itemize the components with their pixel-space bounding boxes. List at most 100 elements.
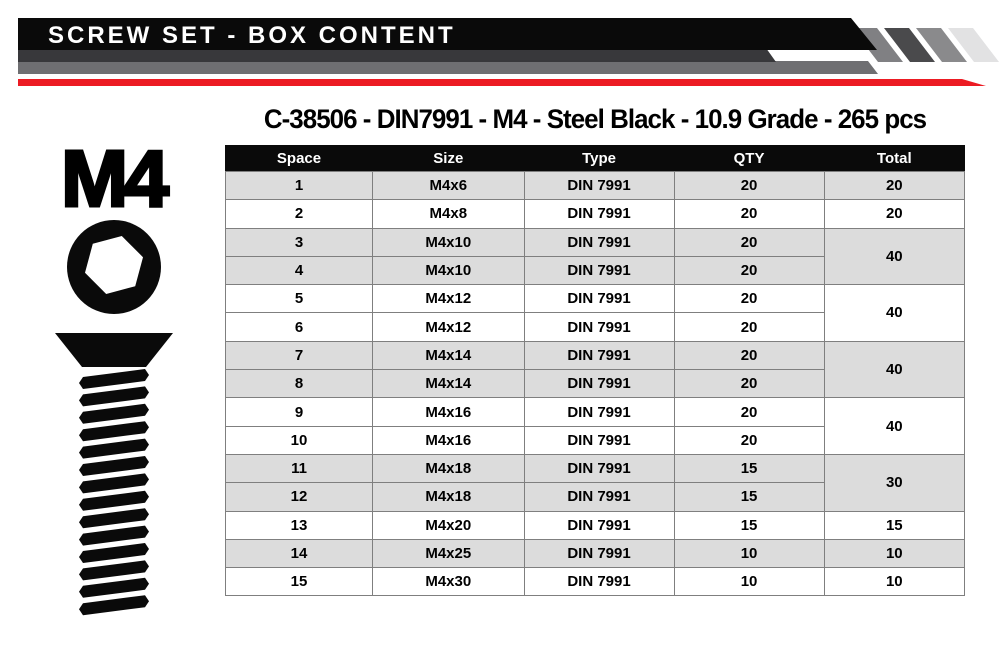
cell-total: 10 [823,567,966,597]
screw-thread-ridge [79,525,149,546]
cell-type: DIN 7991 [523,425,675,455]
cell-space: 7 [224,340,374,371]
cell-qty: 20 [673,397,825,427]
table-header-row: Space Size Type QTY Total [224,145,966,172]
screw-thread-ridge [79,473,149,494]
table-row: 11 M4x18 DIN 7991 15 30 [224,453,966,512]
cell-space: 13 [224,510,374,540]
cell-type: DIN 7991 [523,284,675,314]
column-header-size: Size [372,145,525,172]
cell-space: 14 [224,538,374,569]
banner-stripe-3 [916,28,967,62]
screw-thread-ridge [79,543,149,563]
header-banner: SCREW SET - BOX CONTENT [18,18,999,86]
cell-type: DIN 7991 [523,538,675,569]
cell-type: DIN 7991 [523,199,675,229]
cell-qty: 20 [673,369,825,399]
cell-size: M4x8 [372,199,525,229]
cell-size: M4x30 [372,567,525,597]
banner-band-dark [18,48,776,62]
screw-threads [79,369,149,616]
cell-space: 9 [224,397,374,427]
banner-stripe-2 [884,28,935,62]
cell-type: DIN 7991 [523,369,675,399]
cell-type: DIN 7991 [523,482,675,512]
cell-qty: 20 [673,312,825,342]
cell-space: 6 [224,312,374,342]
hex-socket-icon [67,220,161,314]
cell-space: 11 [224,453,374,484]
table-row: 14 M4x25 DIN 7991 10 10 [224,538,966,569]
cell-size: M4x20 [372,510,525,540]
cell-size: M4x16 [372,397,525,427]
cell-total: 20 [823,170,966,201]
table-row: 4 M4x10 DIN 7991 20 [224,255,965,286]
column-header-space: Space [224,145,374,172]
m4-size-label: M4 [61,134,170,223]
cell-size: M4x14 [372,340,525,371]
table-row: 6 M4x12 DIN 7991 20 [224,312,965,342]
product-title: C-38506 - DIN7991 - M4 - Steel Black - 1… [263,104,927,134]
cell-qty: 10 [673,538,825,569]
cell-qty: 15 [673,482,825,512]
table-row: 15 M4x30 DIN 7991 10 10 [224,567,966,597]
screw-thread-ridge [79,386,149,407]
cell-qty: 20 [673,425,825,455]
cell-qty: 20 [673,227,825,257]
cell-size: M4x10 [372,227,525,257]
table-row: 1 M4x6 DIN 7991 20 20 [224,170,966,201]
cell-size: M4x6 [372,170,525,201]
screw-thread-ridge [79,421,149,442]
cell-qty: 10 [673,567,825,597]
cell-size: M4x14 [372,369,525,399]
banner-black-bar [18,18,877,50]
box-content-tbody: 1 M4x6 DIN 7991 20 20 2 M4x8 DIN 7991 20 20 3 M4x10… [224,170,966,597]
banner-band-gray [18,61,878,74]
cell-space: 3 [224,227,374,257]
cell-space: 12 [224,482,374,512]
banner-stripe-4 [948,28,999,62]
cell-space: 5 [224,284,374,314]
banner-red-line [18,79,986,86]
screw-graphic: M4 [55,133,175,616]
table-row: 8 M4x14 DIN 7991 20 [224,369,965,399]
cell-type: DIN 7991 [523,312,675,342]
column-header-total: Total [823,145,966,172]
cell-qty: 15 [673,453,825,484]
cell-total: 40 [823,340,966,399]
table-row: 9 M4x16 DIN 7991 20 40 [224,397,966,455]
cell-space: 1 [224,170,374,201]
cell-total: 40 [823,227,966,286]
screw-thread-ridge [79,490,149,511]
cell-space: 8 [224,369,374,399]
table-row: 10 M4x16 DIN 7991 20 [224,425,965,455]
cell-qty: 20 [673,170,825,201]
cell-type: DIN 7991 [523,340,675,371]
table-row: 5 M4x12 DIN 7991 20 40 [224,284,966,342]
cell-qty: 15 [673,510,825,540]
cell-size: M4x10 [372,255,525,286]
cell-qty: 20 [673,284,825,314]
table-row: 13 M4x20 DIN 7991 15 15 [224,510,966,540]
cell-qty: 20 [673,199,825,229]
screw-thread-ridge [79,456,149,476]
screw-thread-ridge [79,508,149,529]
column-header-type: Type [523,145,675,172]
table-row: 2 M4x8 DIN 7991 20 20 [224,199,966,229]
cell-size: M4x18 [372,453,525,484]
cell-type: DIN 7991 [523,567,675,597]
cell-total: 15 [823,510,966,540]
cell-space: 4 [224,255,374,286]
cell-type: DIN 7991 [523,227,675,257]
table-row: 7 M4x14 DIN 7991 20 40 [224,340,966,399]
table-row: 3 M4x10 DIN 7991 20 40 [224,227,966,286]
cell-space: 15 [224,567,374,597]
cell-total: 40 [823,284,966,342]
cell-size: M4x25 [372,538,525,569]
cell-space: 2 [224,199,374,229]
cell-type: DIN 7991 [523,170,675,201]
cell-qty: 20 [673,340,825,371]
cell-total: 10 [823,538,966,569]
cell-size: M4x12 [372,284,525,314]
cell-size: M4x18 [372,482,525,512]
